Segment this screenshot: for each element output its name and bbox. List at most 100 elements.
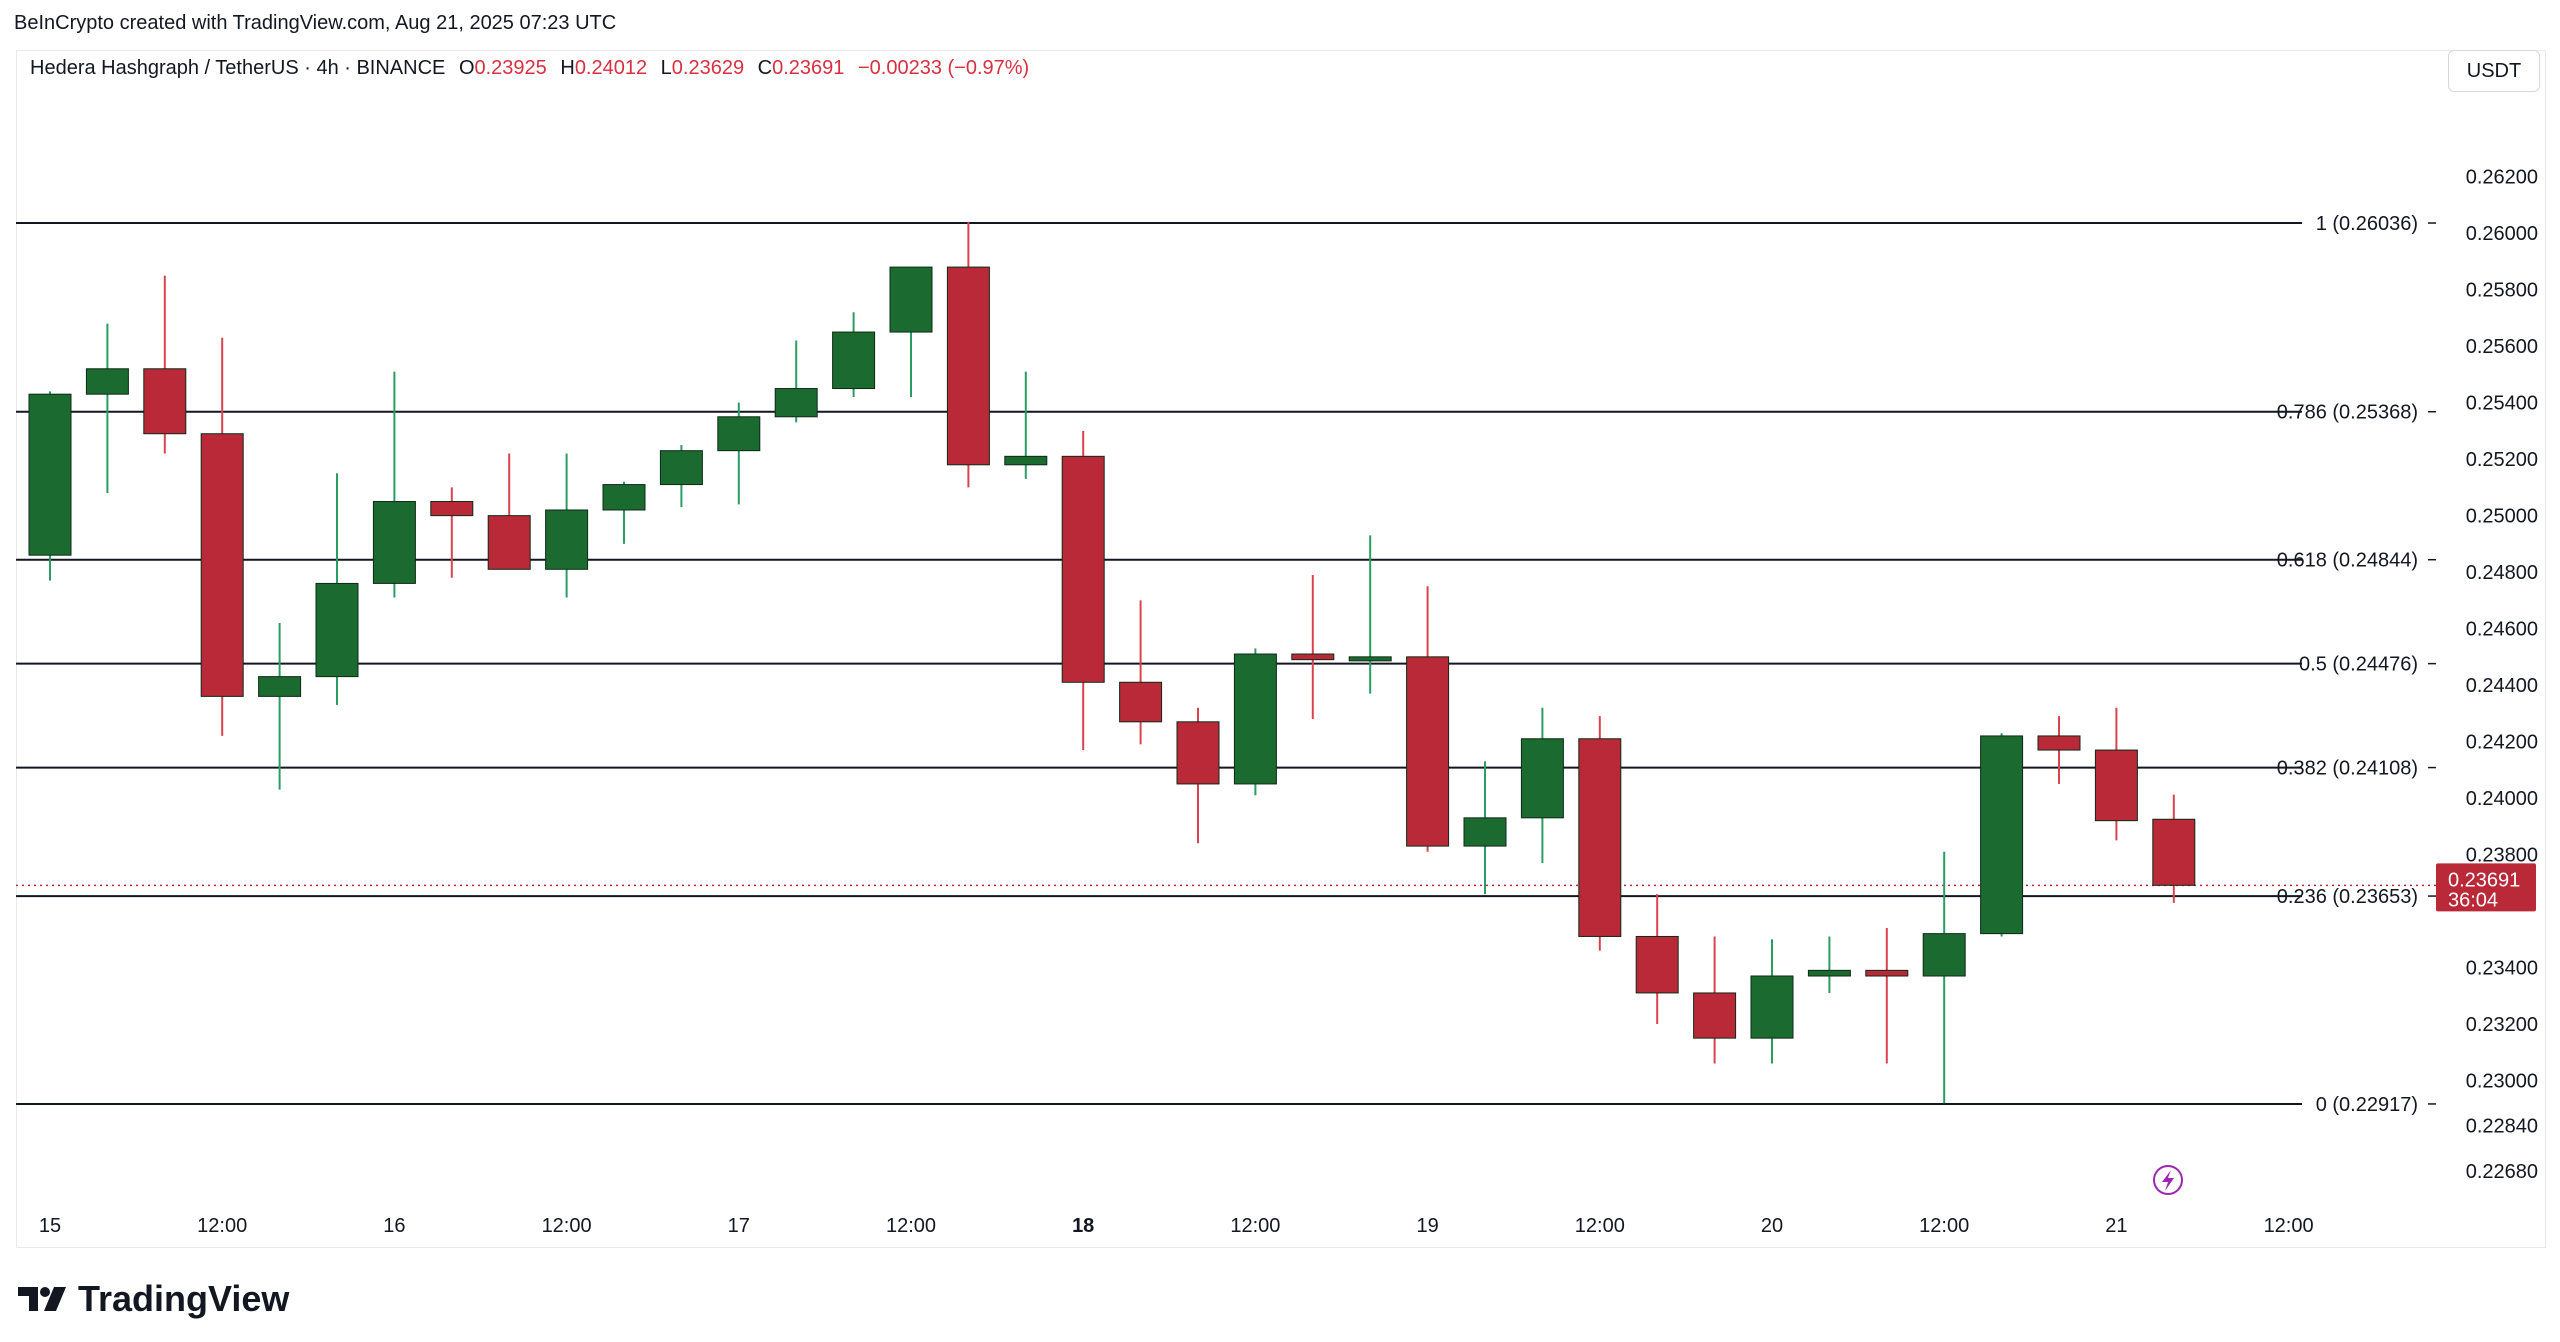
low-value: 0.23629 <box>671 57 745 79</box>
close-label: C <box>757 57 773 79</box>
candle-up[interactable] <box>1520 738 1564 819</box>
x-tick-label: 15 <box>39 1215 61 1237</box>
y-tick-label: 0.25000 <box>2466 506 2538 528</box>
x-tick-label: 12:00 <box>886 1215 936 1237</box>
candle-down[interactable] <box>946 266 990 466</box>
candle-up[interactable] <box>717 416 761 452</box>
lightning-icon[interactable] <box>2153 1165 2183 1195</box>
close-value: 0.23691 <box>772 57 845 79</box>
axes: 0.26200 0.26000 0.25800 0.25600 0.25400 0.252… <box>39 167 2538 1237</box>
candle-up[interactable] <box>774 388 818 418</box>
y-tick-label: 0.26000 <box>2466 223 2538 245</box>
x-tick-label: 12:00 <box>542 1215 592 1237</box>
y-tick-label: 0.23800 <box>2466 845 2538 867</box>
x-tick-label: 18 <box>1072 1215 1094 1237</box>
y-tick-label: 0.24800 <box>2466 562 2538 584</box>
symbol-name[interactable]: Hedera Hashgraph / TetherUS · 4h · BINAN… <box>30 57 446 79</box>
candle-down[interactable] <box>2152 818 2196 886</box>
y-tick-label: 0.26200 <box>2466 167 2538 189</box>
candle-up[interactable] <box>1004 455 1048 466</box>
x-tick-label: 17 <box>728 1215 750 1237</box>
candle-up[interactable] <box>372 501 416 584</box>
x-tick-label: 12:00 <box>2264 1215 2314 1237</box>
candle-down[interactable] <box>1578 738 1622 937</box>
y-tick-label: 0.24600 <box>2466 619 2538 641</box>
y-tick-label: 0.25400 <box>2466 393 2538 415</box>
candle-down[interactable] <box>1291 653 1335 661</box>
brand-name: TradingView <box>78 1278 290 1319</box>
currency-unit-button[interactable]: USDT <box>2448 50 2540 92</box>
candle-down[interactable] <box>1693 992 1737 1039</box>
candle-down[interactable] <box>1865 969 1909 977</box>
candle-up[interactable] <box>889 266 933 333</box>
candle-down[interactable] <box>1119 681 1163 723</box>
candle-down[interactable] <box>2094 749 2138 822</box>
candle-up[interactable] <box>85 368 129 395</box>
candle-up[interactable] <box>1750 975 1794 1039</box>
candle-up[interactable] <box>832 331 876 390</box>
candle-up[interactable] <box>602 484 646 511</box>
candle-up[interactable] <box>545 509 589 570</box>
attribution-text: BeInCrypto created with TradingView.com,… <box>14 12 617 34</box>
fib-level-label: 0.5 (0.24476) <box>2299 654 2418 676</box>
y-tick-label: 0.25800 <box>2466 280 2538 302</box>
chart-frame <box>16 50 2546 1248</box>
candle-down[interactable] <box>2037 735 2081 751</box>
candle-up[interactable] <box>1233 653 1277 785</box>
fib-level-label: 0 (0.22917) <box>2316 1094 2418 1116</box>
change-value: −0.00233 (−0.97%) <box>857 57 1030 79</box>
y-tick-label: 0.25200 <box>2466 449 2538 471</box>
x-tick-label: 12:00 <box>1919 1215 1969 1237</box>
candle-down[interactable] <box>143 368 187 435</box>
fib-level-label: 1 (0.26036) <box>2316 213 2418 235</box>
candle-up[interactable] <box>258 676 302 697</box>
last-price-badge <box>2436 863 2536 912</box>
candle-up[interactable] <box>1463 817 1507 847</box>
y-tick-label: 0.24200 <box>2466 732 2538 754</box>
candle-up[interactable] <box>1807 969 1851 977</box>
open-label: O <box>458 57 475 79</box>
x-tick-label: 19 <box>1416 1215 1438 1237</box>
candles <box>28 221 2196 1104</box>
x-tick-label: 12:00 <box>1230 1215 1280 1237</box>
fib-level-label: 0.382 (0.24108) <box>2277 758 2418 780</box>
candle-up[interactable] <box>1348 656 1392 662</box>
y-tick-label: 0.22840 <box>2466 1116 2538 1138</box>
candle-up[interactable] <box>315 582 359 678</box>
candle-down[interactable] <box>1061 455 1105 683</box>
y-tick-label: 0.23400 <box>2466 958 2538 980</box>
tradingview-logo-icon <box>18 1287 66 1311</box>
x-tick-label: 20 <box>1761 1215 1783 1237</box>
fib-level-label: 0.236 (0.23653) <box>2277 886 2418 908</box>
tradingview-logo[interactable]: TradingView <box>18 1278 289 1320</box>
candle-down[interactable] <box>1635 935 1679 994</box>
x-tick-label: 12:00 <box>1575 1215 1625 1237</box>
candle-down[interactable] <box>200 433 244 697</box>
high-value: 0.24012 <box>574 57 648 79</box>
candle-up[interactable] <box>1922 933 1966 977</box>
candle-up[interactable] <box>1980 735 2024 935</box>
candle-countdown: 36:04 <box>2448 889 2498 911</box>
y-tick-label: 0.25600 <box>2466 336 2538 358</box>
x-tick-label: 16 <box>383 1215 405 1237</box>
y-tick-label: 0.24000 <box>2466 788 2538 810</box>
y-tick-label: 0.23000 <box>2466 1071 2538 1093</box>
candle-down[interactable] <box>1176 721 1220 785</box>
high-label: H <box>560 57 575 79</box>
candle-down[interactable] <box>1406 656 1450 847</box>
y-tick-label: 0.24400 <box>2466 675 2538 697</box>
candle-up[interactable] <box>659 450 703 486</box>
fib-level-label: 0.618 (0.24844) <box>2277 550 2418 572</box>
fib-level-label: 0.786 (0.25368) <box>2277 402 2418 424</box>
symbol-legend: Hedera Hashgraph / TetherUS · 4h · BINAN… <box>30 57 1029 80</box>
x-tick-label: 21 <box>2105 1215 2127 1237</box>
y-tick-label: 0.23200 <box>2466 1014 2538 1036</box>
fib-levels: 1 (0.26036) 0.786 (0.25368) 0.618 (0.24844… <box>16 213 2436 1116</box>
candle-up[interactable] <box>28 393 72 556</box>
y-tick-label: 0.22680 <box>2466 1161 2538 1183</box>
open-value: 0.23925 <box>474 57 547 79</box>
candle-down[interactable] <box>487 515 531 570</box>
low-label: L <box>660 57 672 79</box>
candle-down[interactable] <box>430 501 474 517</box>
